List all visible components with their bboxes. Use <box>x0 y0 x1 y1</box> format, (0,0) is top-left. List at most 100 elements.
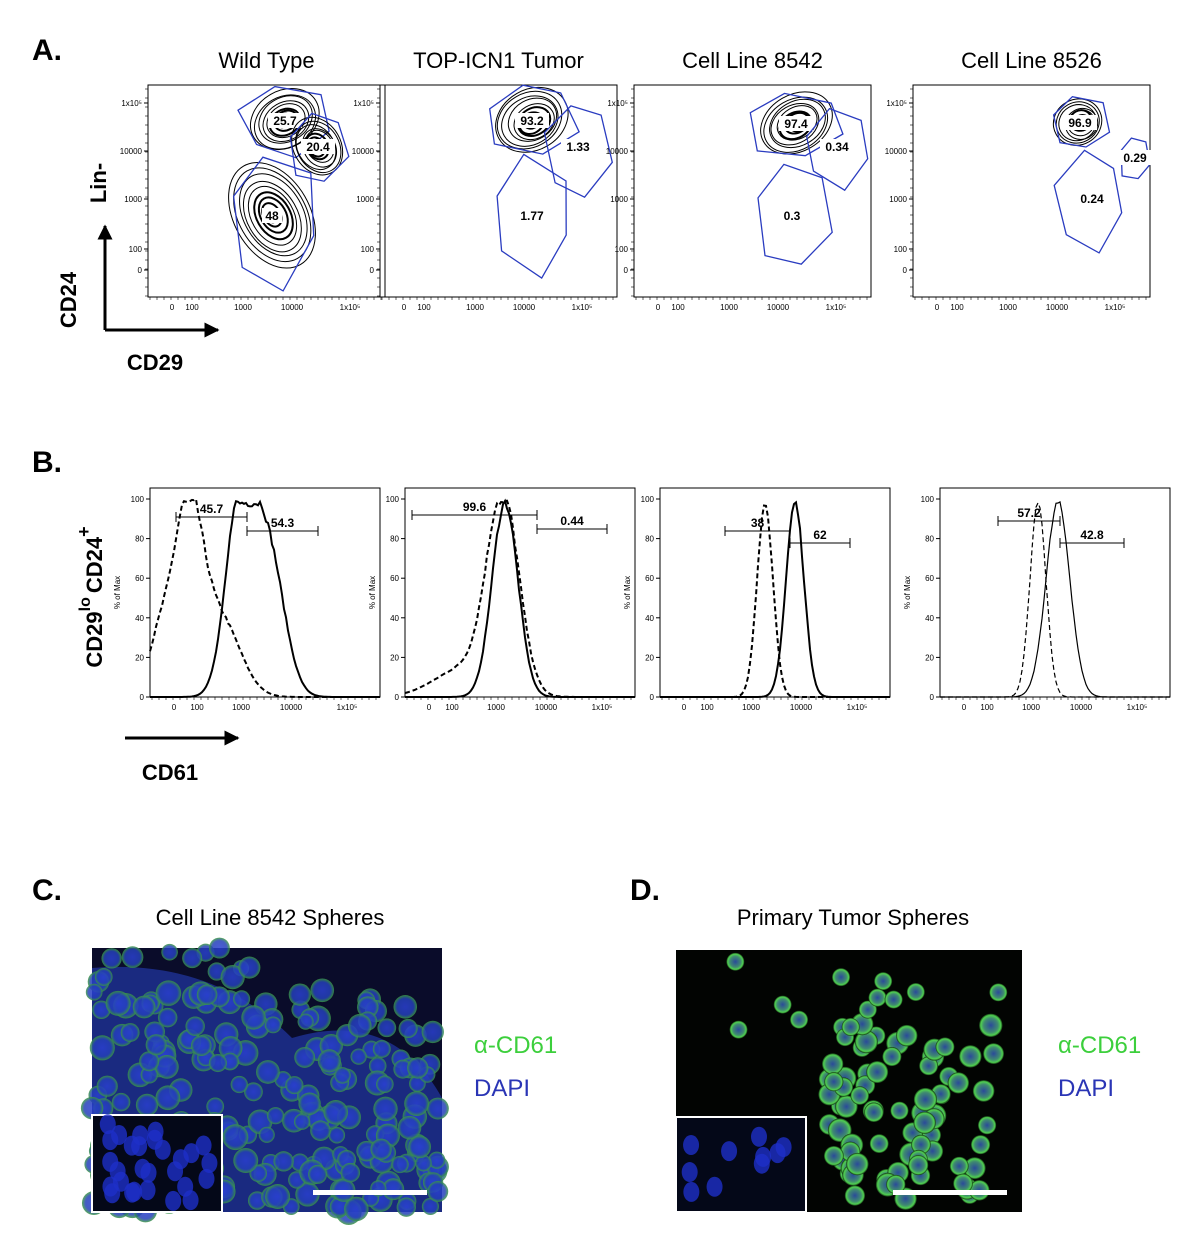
x-tick-label: 100 <box>950 303 964 312</box>
y-tick-label: 100 <box>921 495 935 504</box>
cell <box>230 1075 248 1094</box>
x-tick-label: 10000 <box>281 303 304 312</box>
cell <box>317 1049 341 1073</box>
cell <box>823 1145 844 1166</box>
y-tick-label: 100 <box>131 495 145 504</box>
panel-title: Cell Line 8542 Spheres <box>156 905 385 930</box>
contour <box>295 120 342 174</box>
gate-label-bg <box>778 208 806 223</box>
cell <box>135 1093 159 1117</box>
cell <box>145 1034 167 1056</box>
y-tick-label: 0 <box>930 693 935 702</box>
x-tick-label: 1000 <box>1022 703 1040 712</box>
x-tick-label: 1x10⁵ <box>1105 303 1126 312</box>
cell <box>846 1152 869 1176</box>
cell <box>310 1120 331 1141</box>
cell <box>308 1164 328 1184</box>
gate-label-bg <box>301 139 335 154</box>
scale-bar <box>893 1190 1007 1195</box>
cell <box>906 983 925 1002</box>
nucleus <box>102 1151 119 1172</box>
cell <box>391 1155 409 1174</box>
y-tick-label: 100 <box>641 495 655 504</box>
x-tick-label: 100 <box>980 703 994 712</box>
y-tick-label: 60 <box>390 574 399 583</box>
y-tick-label: 60 <box>925 574 934 583</box>
plot-frame <box>912 84 1151 298</box>
gate-value: 54.3 <box>271 516 295 530</box>
panel-label: B. <box>32 446 62 479</box>
x-tick-label: 1x10⁵ <box>340 303 361 312</box>
micrograph <box>675 950 1022 1213</box>
cell <box>288 983 311 1006</box>
contour <box>247 185 298 246</box>
cell <box>373 1096 398 1122</box>
cell <box>132 995 156 1019</box>
contour <box>250 88 320 151</box>
gate-value: 45.7 <box>200 502 224 516</box>
plot-frame <box>147 84 386 298</box>
cell <box>293 1113 311 1130</box>
gate-value: 48 <box>265 209 279 223</box>
nucleus <box>146 1129 163 1150</box>
x-tick-label: 1x10⁵ <box>826 303 847 312</box>
contour <box>496 90 563 150</box>
gate <box>289 112 350 182</box>
cell <box>821 1053 844 1075</box>
cell <box>185 1016 205 1036</box>
x-tick-label: 0 <box>935 303 940 312</box>
cell <box>393 995 418 1019</box>
x-tick-label: 100 <box>417 303 431 312</box>
panel-label: A. <box>32 34 62 67</box>
nucleus <box>201 1153 218 1174</box>
cell <box>323 1100 349 1125</box>
x-tick-label: 1000 <box>999 303 1017 312</box>
y-tick-label: 40 <box>135 614 144 623</box>
micrograph <box>80 937 449 1225</box>
cell <box>729 1020 748 1039</box>
cell <box>790 1010 809 1029</box>
histogram-sample <box>405 498 635 698</box>
cell <box>396 1197 416 1217</box>
cell <box>256 1060 280 1084</box>
label-sup: lo <box>77 597 94 611</box>
cell <box>421 1197 439 1216</box>
nucleus <box>182 1190 199 1211</box>
gate <box>232 156 315 292</box>
y-tick-label: 0 <box>395 693 400 702</box>
cell <box>347 1013 372 1038</box>
gate-label-bg <box>561 139 595 154</box>
cell <box>258 1126 275 1143</box>
gate-value: 0.44 <box>560 514 584 528</box>
y-tick-label: 80 <box>925 535 934 544</box>
cell <box>139 1051 160 1072</box>
cell <box>919 1056 939 1076</box>
x-tick-label: 1000 <box>720 303 738 312</box>
cell <box>264 1016 282 1034</box>
y-tick-label: 20 <box>135 653 144 662</box>
cell <box>404 1091 430 1116</box>
cell <box>233 1148 259 1173</box>
x-tick-label: 100 <box>190 703 204 712</box>
cell <box>841 1017 860 1036</box>
contour <box>228 162 316 269</box>
cell <box>970 1135 991 1155</box>
cell <box>869 1134 889 1154</box>
y-axis-title: % of Max <box>368 576 377 609</box>
gate-value: 38 <box>751 516 765 530</box>
contour <box>513 103 555 141</box>
cell <box>377 1018 397 1038</box>
cell <box>427 1181 449 1202</box>
plot-title: TOP-ICN1 Tumor <box>413 48 584 73</box>
cell <box>218 1036 243 1060</box>
nucleus <box>750 1126 767 1147</box>
x-tick-label: 10000 <box>790 703 813 712</box>
plot-frame <box>633 84 872 298</box>
x-tick-label: 1000 <box>234 303 252 312</box>
cell <box>896 1024 918 1047</box>
cell <box>111 1092 131 1112</box>
cell <box>356 996 379 1018</box>
cell <box>408 1135 432 1159</box>
x-tick-label: 100 <box>185 303 199 312</box>
